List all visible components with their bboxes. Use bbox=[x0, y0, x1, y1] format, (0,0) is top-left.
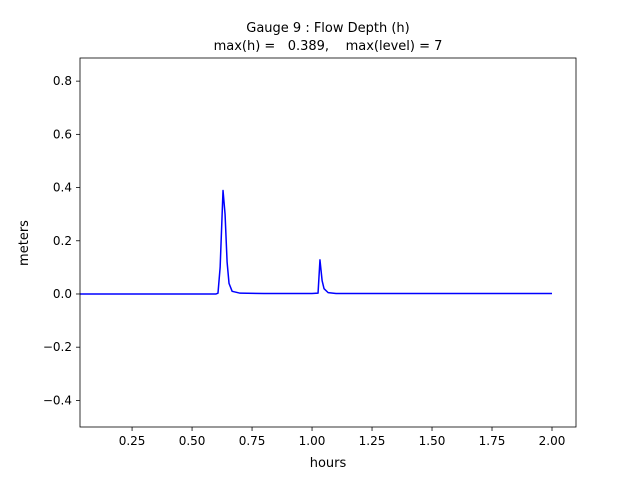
x-tick-label: 1.25 bbox=[359, 434, 386, 448]
x-tick-label: 1.00 bbox=[299, 434, 326, 448]
x-tick-label: 0.50 bbox=[179, 434, 206, 448]
x-tick-label: 0.25 bbox=[119, 434, 146, 448]
y-tick-label: −0.2 bbox=[43, 340, 72, 354]
y-tick-label: 0.6 bbox=[53, 127, 72, 141]
data-line bbox=[80, 189, 552, 295]
x-tick-label: 1.75 bbox=[479, 434, 506, 448]
y-tick-label: 0.2 bbox=[53, 234, 72, 248]
y-tick-label: 0.4 bbox=[53, 181, 72, 195]
plot-frame bbox=[79, 57, 577, 428]
x-tick-label: 1.50 bbox=[419, 434, 446, 448]
x-tick-label: 2.00 bbox=[539, 434, 566, 448]
x-tick-label: 0.75 bbox=[239, 434, 266, 448]
chart-subtitle: max(h) = 0.389, max(level) = 7 bbox=[214, 39, 443, 54]
y-tick-label: −0.4 bbox=[43, 393, 72, 407]
y-tick-label: 0.8 bbox=[53, 74, 72, 88]
x-axis-label: hours bbox=[310, 456, 347, 471]
y-axis-label: meters bbox=[17, 220, 32, 266]
y-tick-label: 0.0 bbox=[53, 287, 72, 301]
chart-title: Gauge 9 : Flow Depth (h) bbox=[246, 21, 410, 36]
